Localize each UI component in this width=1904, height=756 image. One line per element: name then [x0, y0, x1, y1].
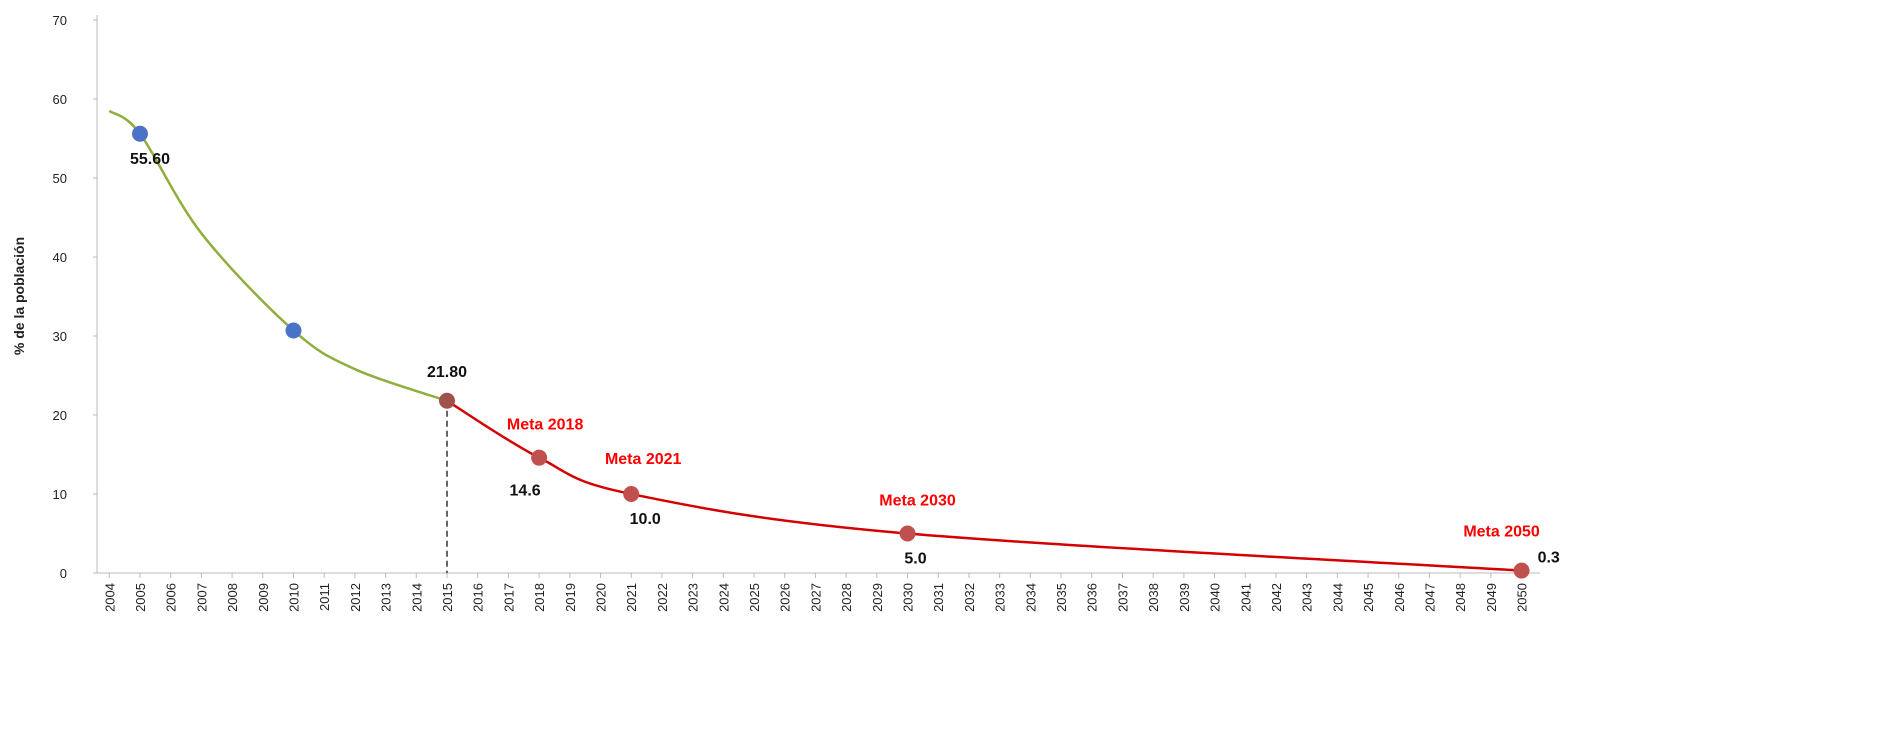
annotation: Meta 2030 [879, 493, 956, 510]
x-tick-label: 2012 [348, 583, 363, 612]
x-tick-label: 2026 [778, 583, 793, 612]
data-label: 0.3 [1538, 550, 1560, 567]
annotation: Meta 2021 [605, 451, 682, 468]
y-tick-label: 10 [53, 487, 67, 502]
x-tick-label: 2007 [194, 583, 209, 612]
x-tick-label: 2019 [563, 583, 578, 612]
y-tick-label: 0 [60, 566, 67, 581]
annotation: Meta 2018 [507, 417, 584, 434]
y-tick-label: 60 [53, 92, 67, 107]
x-tick-label: 2039 [1177, 583, 1192, 612]
x-tick-label: 2025 [747, 583, 762, 612]
x-tick-label: 2042 [1269, 583, 1284, 612]
x-tick-label: 2033 [993, 583, 1008, 612]
x-tick-label: 2008 [225, 583, 240, 612]
data-label: 14.6 [510, 483, 541, 500]
x-tick-label: 2004 [102, 583, 117, 612]
data-point [131, 125, 148, 142]
x-tick-label: 2011 [317, 583, 332, 611]
x-tick-label: 2006 [164, 583, 179, 612]
x-tick-label: 2028 [839, 583, 854, 612]
x-tick-label: 2024 [716, 583, 731, 612]
x-tick-label: 2020 [594, 583, 609, 612]
data-point [439, 392, 456, 409]
data-label: 55.60 [130, 151, 170, 168]
x-tick-label: 2009 [256, 583, 271, 612]
x-tick-label: 2044 [1330, 583, 1345, 612]
x-tick-label: 2017 [501, 583, 516, 612]
x-tick-label: 2048 [1453, 583, 1468, 612]
data-point [531, 449, 548, 466]
x-tick-label: 2015 [440, 583, 455, 612]
y-tick-label: 50 [53, 171, 67, 186]
y-tick-label: 40 [53, 250, 67, 265]
data-label: 21.80 [427, 364, 467, 381]
x-tick-label: 2037 [1115, 583, 1130, 612]
annotation: Meta 2050 [1463, 524, 1540, 541]
x-tick-label: 2021 [624, 583, 639, 612]
x-tick-label: 2029 [870, 583, 885, 612]
x-tick-label: 2027 [808, 583, 823, 612]
y-tick-label: 70 [53, 13, 67, 28]
x-tick-label: 2047 [1422, 583, 1437, 612]
data-point [1513, 562, 1530, 579]
data-point [899, 525, 916, 542]
x-tick-label: 2040 [1208, 583, 1223, 612]
x-tick-label: 2031 [931, 583, 946, 612]
data-label: 5.0 [904, 551, 926, 568]
y-tick-label: 30 [53, 329, 67, 344]
y-axis-label: % de la población [11, 237, 27, 355]
data-point [623, 486, 640, 502]
x-tick-label: 2043 [1300, 583, 1315, 612]
x-tick-label: 2018 [532, 583, 547, 612]
data-label: 10.0 [630, 511, 661, 528]
x-tick-label: 2050 [1515, 583, 1530, 612]
x-tick-label: 2022 [655, 583, 670, 612]
x-tick-label: 2005 [133, 583, 148, 612]
x-tick-label: 2032 [962, 583, 977, 612]
x-tick-label: 2023 [686, 583, 701, 612]
x-tick-label: 2038 [1146, 583, 1161, 612]
x-tick-label: 2034 [1023, 583, 1038, 612]
data-point [285, 322, 302, 339]
y-tick-label: 20 [53, 408, 67, 423]
x-tick-label: 2013 [379, 583, 394, 612]
x-tick-label: 2046 [1392, 583, 1407, 612]
x-tick-label: 2045 [1361, 583, 1376, 612]
x-tick-label: 2030 [901, 583, 916, 612]
x-tick-label: 2041 [1238, 583, 1253, 612]
x-tick-label: 2035 [1054, 583, 1069, 612]
x-tick-label: 2049 [1484, 583, 1499, 612]
x-tick-label: 2036 [1085, 583, 1100, 612]
x-tick-label: 2010 [286, 583, 301, 612]
line [446, 399, 1522, 572]
x-tick-label: 2014 [409, 583, 424, 612]
x-tick-label: 2016 [471, 583, 486, 612]
